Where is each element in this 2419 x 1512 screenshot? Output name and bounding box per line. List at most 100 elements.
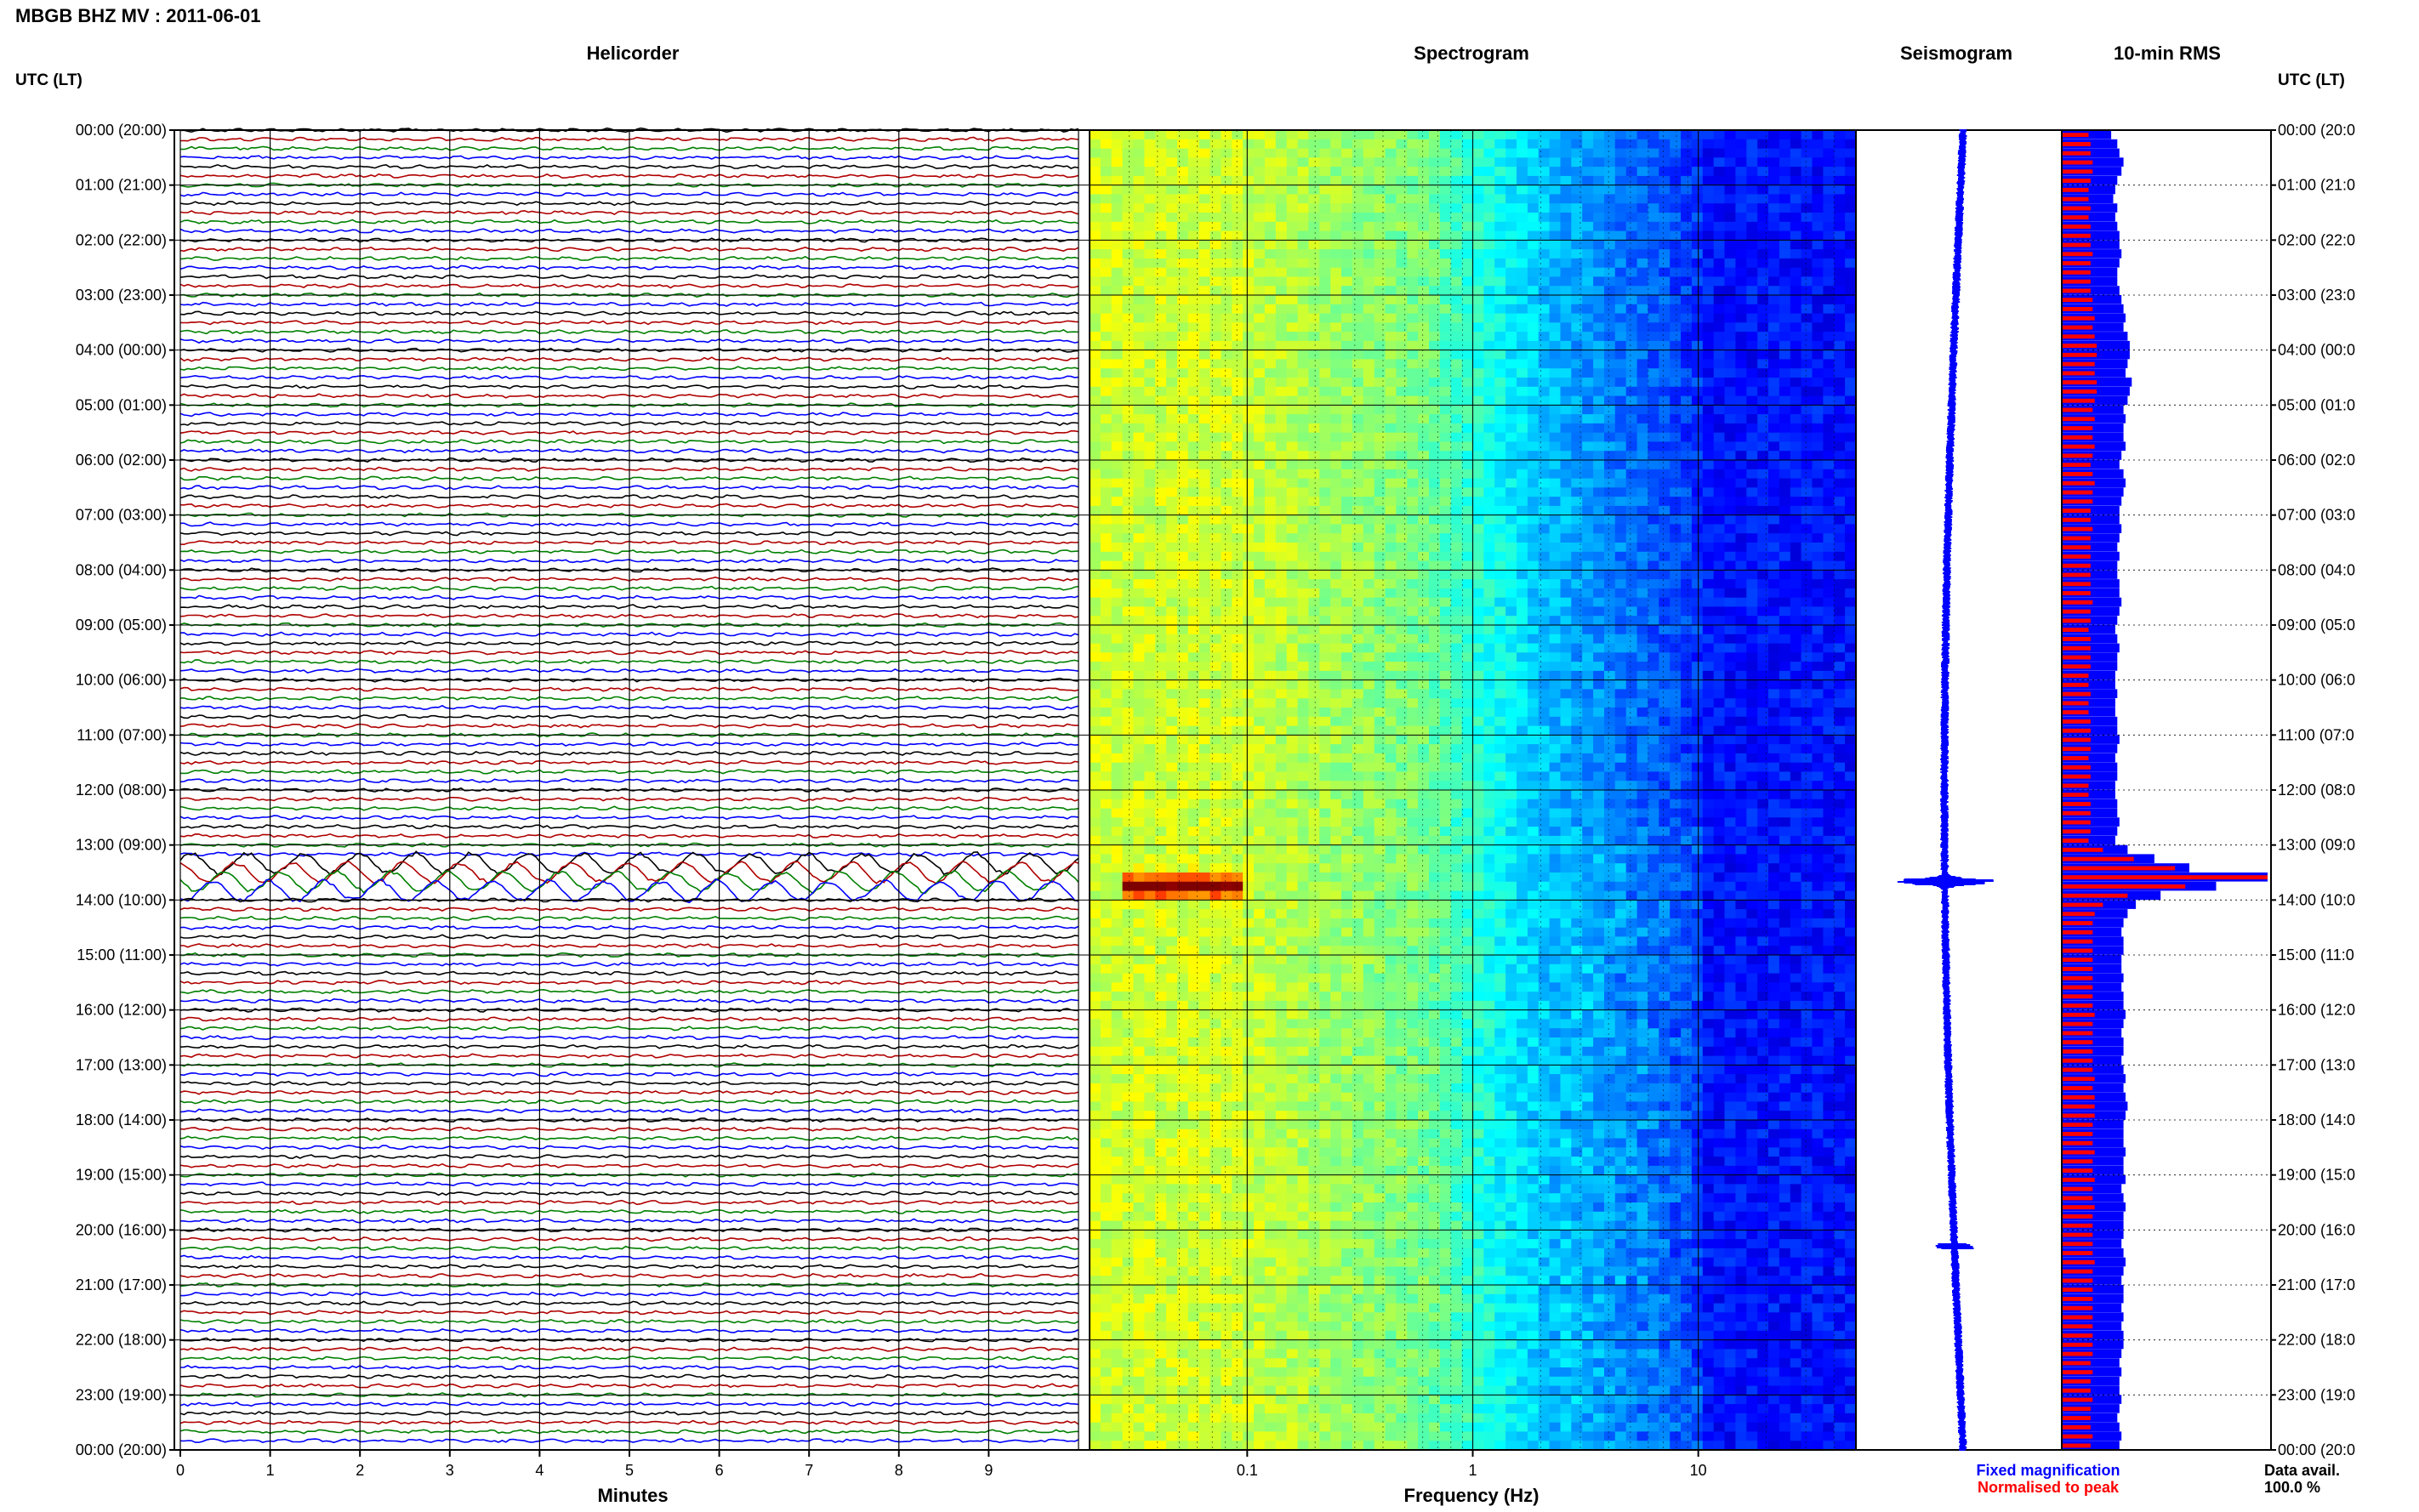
spectrogram-cell: [1845, 716, 1857, 727]
spectrogram-cell: [1275, 487, 1288, 497]
spectrogram-cell: [1418, 543, 1430, 553]
spectrogram-cell: [1341, 130, 1353, 140]
spectrogram-cell: [1636, 616, 1649, 626]
spectrogram-cell: [1330, 616, 1342, 626]
spectrogram-cell: [1779, 286, 1791, 296]
spectrogram-cell: [1812, 276, 1824, 287]
spectrogram-cell: [1636, 203, 1649, 213]
spectrogram-cell: [1691, 322, 1704, 333]
spectrogram-cell: [1166, 679, 1178, 691]
spectrogram-cell: [1286, 286, 1299, 296]
spectrogram-cell: [1494, 350, 1506, 361]
spectrogram-cell: [1450, 359, 1463, 369]
spectrogram-cell: [1155, 139, 1167, 150]
spectrogram-cell: [1505, 286, 1517, 296]
spectrogram-cell: [1429, 175, 1441, 186]
spectrogram-cell: [1604, 652, 1616, 662]
spectrogram-cell: [1450, 304, 1463, 315]
spectrogram-cell: [1308, 267, 1320, 278]
spectrogram-cell: [1713, 286, 1726, 296]
spectrogram-cell: [1713, 167, 1726, 177]
spectrogram-cell: [1429, 157, 1441, 168]
spectrogram-cell: [1527, 267, 1540, 278]
spectrogram-cell: [1538, 378, 1551, 388]
spectrogram-cell: [1363, 689, 1375, 699]
spectrogram-cell: [1100, 405, 1113, 415]
spectrogram-cell: [1429, 497, 1441, 507]
spectrogram-cell: [1352, 130, 1364, 140]
spectrogram-cell: [1472, 606, 1484, 617]
spectrogram-cell: [1582, 643, 1594, 653]
spectrogram-cell: [1801, 514, 1813, 526]
spectrogram-cell: [1221, 735, 1232, 745]
spectrogram-cell: [1363, 240, 1375, 250]
spectrogram-cell: [1111, 368, 1124, 378]
spectrogram-cell: [1210, 267, 1222, 278]
spectrogram-cell: [1670, 505, 1682, 516]
spectrogram-cell: [1681, 625, 1693, 635]
spectrogram-cell: [1319, 203, 1331, 213]
spectrogram-cell: [1790, 340, 1802, 351]
spectrogram-cell: [1100, 332, 1113, 342]
spectrogram-cell: [1757, 634, 1769, 645]
spectrogram-cell: [1243, 744, 1255, 754]
spectrogram-cell: [1111, 451, 1124, 461]
spectrogram-cell: [1538, 725, 1551, 736]
spectrogram-cell: [1254, 423, 1266, 434]
spectrogram-cell: [1286, 689, 1299, 699]
spectrogram-cell: [1232, 744, 1244, 754]
spectrogram-cell: [1549, 725, 1562, 736]
spectrogram-cell: [1439, 432, 1452, 443]
spectrogram-cell: [1243, 230, 1255, 241]
spectrogram-cell: [1713, 689, 1726, 699]
spectrogram-cell: [1407, 213, 1419, 223]
spectrogram-cell: [1352, 735, 1364, 745]
spectrogram-cell: [1341, 322, 1353, 333]
spectrogram-cell: [1232, 350, 1244, 361]
spectrogram-cell: [1483, 230, 1495, 241]
spectrogram-cell: [1483, 451, 1495, 461]
spectrogram-cell: [1297, 753, 1310, 764]
spectrogram-cell: [1385, 167, 1397, 177]
spectrogram-cell: [1724, 304, 1736, 315]
spectrogram-cell: [1133, 689, 1145, 699]
spectrogram-cell: [1210, 194, 1222, 204]
spectrogram-cell: [1812, 469, 1824, 480]
spectrogram-cell: [1757, 524, 1769, 534]
spectrogram-cell: [1319, 735, 1331, 745]
spectrogram-cell: [1133, 570, 1145, 580]
spectrogram-cell: [1341, 689, 1353, 699]
spectrogram-cell: [1122, 258, 1135, 269]
spectrogram-cell: [1352, 368, 1364, 378]
spectrogram-cell: [1330, 221, 1342, 232]
spectrogram-cell: [1221, 240, 1232, 250]
spectrogram-cell: [1713, 157, 1726, 168]
spectrogram-cell: [1768, 286, 1780, 296]
spectrogram-cell: [1319, 157, 1331, 168]
spectrogram-cell: [1254, 698, 1266, 708]
spectrogram-cell: [1517, 213, 1528, 223]
spectrogram-cell: [1429, 735, 1441, 745]
spectrogram-cell: [1319, 295, 1331, 305]
spectrogram-cell: [1604, 185, 1616, 196]
spectrogram-cell: [1582, 597, 1594, 608]
spectrogram-cell: [1155, 386, 1167, 397]
spectrogram-cell: [1746, 386, 1758, 397]
spectrogram-cell: [1571, 240, 1583, 250]
spectrogram-cell: [1264, 679, 1277, 691]
spectrogram-cell: [1363, 258, 1375, 269]
spectrogram-cell: [1243, 378, 1255, 388]
spectrogram-cell: [1232, 423, 1244, 434]
spectrogram-cell: [1352, 221, 1364, 232]
spectrogram-cell: [1636, 148, 1649, 158]
spectrogram-cell: [1385, 560, 1397, 571]
spectrogram-cell: [1582, 662, 1594, 672]
spectrogram-cell: [1582, 286, 1594, 296]
spectrogram-cell: [1254, 662, 1266, 672]
spectrogram-cell: [1625, 616, 1638, 626]
spectrogram-cell: [1429, 332, 1441, 342]
spectrogram-cell: [1122, 533, 1135, 543]
spectrogram-cell: [1472, 276, 1484, 287]
spectrogram-cell: [1768, 322, 1780, 333]
spectrogram-cell: [1724, 157, 1736, 168]
